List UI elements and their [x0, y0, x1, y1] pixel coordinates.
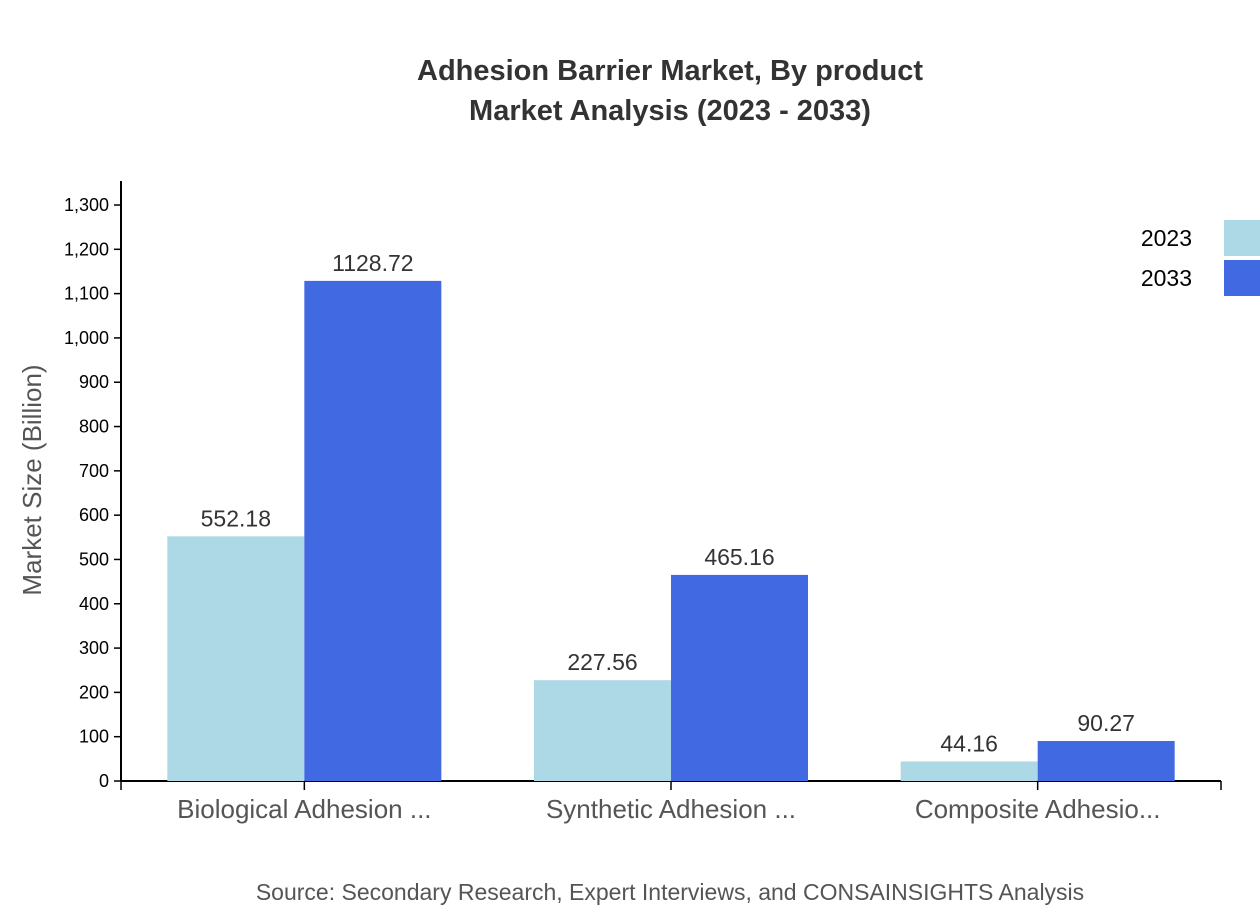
- bar-data-label: 227.56: [567, 649, 637, 675]
- bar-2033: [1037, 741, 1175, 781]
- y-tick-label: 200: [79, 682, 109, 702]
- bar-2033: [304, 280, 442, 781]
- x-tick-label: Biological Adhesion ...: [177, 794, 431, 824]
- x-tick-label: Composite Adhesio...: [915, 794, 1161, 824]
- y-tick-label: 300: [79, 638, 109, 658]
- legend-swatch-2033: [1224, 260, 1260, 296]
- y-tick-label: 1,300: [64, 195, 109, 215]
- chart-subtitle: Market Analysis (2023 - 2033): [469, 95, 871, 127]
- y-tick-label: 1,200: [64, 239, 109, 259]
- bar-data-label: 465.16: [704, 544, 774, 570]
- bar-2033: [671, 574, 808, 781]
- chart-title: Adhesion Barrier Market, By product: [417, 55, 923, 87]
- bar-data-label: 90.27: [1077, 710, 1135, 736]
- y-tick-label: 600: [79, 505, 109, 525]
- legend-label: 2023: [1141, 225, 1192, 251]
- y-tick-label: 700: [79, 461, 109, 481]
- bar-2023: [167, 536, 305, 781]
- y-tick-label: 100: [79, 727, 109, 747]
- bar-data-label: 1128.72: [332, 250, 413, 276]
- bar-data-label: 44.16: [940, 730, 998, 756]
- y-tick-label: 500: [79, 549, 109, 569]
- bar-2023: [900, 761, 1038, 781]
- legend-label: 2033: [1141, 265, 1192, 291]
- y-tick-label: 800: [79, 417, 109, 437]
- y-tick-label: 1,100: [64, 284, 109, 304]
- source-note: Source: Secondary Research, Expert Inter…: [256, 879, 1084, 905]
- y-tick-label: 0: [99, 771, 109, 791]
- x-tick-label: Synthetic Adhesion ...: [546, 794, 796, 824]
- y-tick-label: 400: [79, 594, 109, 614]
- bar-data-label: 552.18: [201, 505, 271, 531]
- y-tick-label: 900: [79, 372, 109, 392]
- y-tick-label: 1,000: [64, 328, 109, 348]
- bar-2023: [534, 680, 671, 781]
- y-axis-label: Market Size (Billion): [17, 364, 47, 595]
- legend-swatch-2023: [1224, 220, 1260, 256]
